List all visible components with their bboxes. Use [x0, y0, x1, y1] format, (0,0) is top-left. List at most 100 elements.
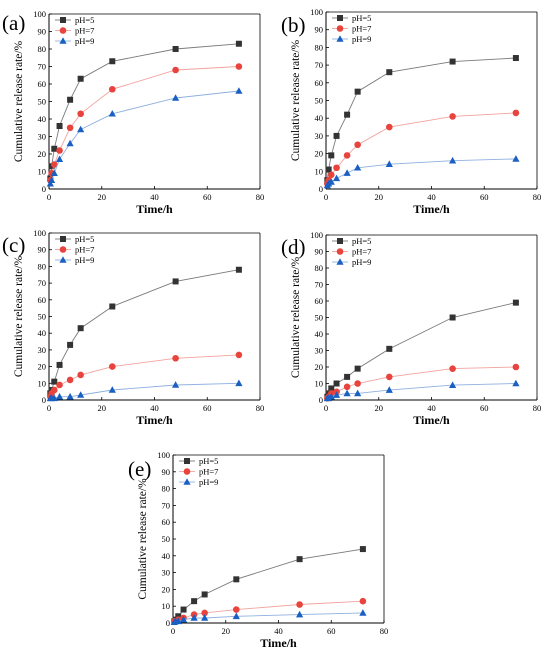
x-tick-label: 60	[203, 403, 212, 413]
legend-item: pH=5	[332, 236, 371, 246]
data-point-square	[77, 75, 84, 82]
y-tick-label: 70	[162, 500, 171, 510]
y-tick-label: 70	[315, 60, 324, 70]
data-point-square	[386, 345, 393, 352]
data-point-circle	[354, 141, 361, 149]
data-point-circle	[235, 63, 243, 70]
data-point-circle	[336, 25, 344, 32]
data-point-circle	[66, 124, 74, 132]
series-line	[326, 112, 516, 184]
data-point-square	[512, 299, 519, 306]
data-point-triangle	[50, 394, 58, 402]
data-point-triangle	[50, 169, 58, 177]
x-tick-label: 80	[380, 626, 389, 636]
y-tick-label: 80	[38, 261, 47, 271]
legend-label: pH=5	[75, 15, 94, 25]
y-tick-label: 100	[33, 9, 46, 19]
data-point-triangle	[172, 94, 180, 101]
y-tick-label: 100	[157, 450, 170, 460]
y-tick-label: 10	[315, 379, 324, 389]
data-point-square	[175, 613, 182, 620]
data-point-circle	[56, 381, 63, 389]
data-point-circle	[172, 66, 179, 74]
legend-item: pH=9	[55, 255, 94, 265]
data-point-triangle	[55, 155, 64, 163]
legend-item: pH=7	[55, 26, 94, 36]
data-point-triangle	[336, 35, 344, 42]
data-point-circle	[343, 383, 351, 391]
data-point-triangle	[172, 381, 180, 388]
data-point-square	[56, 123, 63, 129]
data-point-circle	[172, 354, 179, 362]
legend-label: pH=9	[199, 477, 218, 487]
data-point-circle	[336, 248, 344, 255]
y-tick-label: 0	[319, 395, 323, 405]
data-point-triangle	[59, 256, 67, 263]
data-point-triangle	[77, 125, 85, 133]
data-point-square	[354, 88, 361, 95]
y-tick-label: 100	[33, 228, 46, 238]
data-point-triangle	[359, 609, 367, 616]
data-point-triangle	[55, 392, 64, 400]
y-tick-label: 60	[315, 296, 324, 306]
x-tick-label: 60	[480, 192, 489, 202]
data-point-triangle	[296, 610, 304, 618]
series-ph-9	[323, 379, 520, 402]
data-point-square	[333, 380, 340, 387]
y-tick-label: 40	[315, 329, 324, 339]
y-tick-label: 20	[162, 584, 171, 594]
chart-panel-4: (d) 0 10 20 30 40 50 60 70 80 90 100 0 20 40 60 80 Time/h…	[281, 230, 541, 427]
data-point-circle	[359, 597, 367, 605]
x-axis-title: Time/h	[260, 636, 297, 650]
y-tick-label: 30	[38, 345, 47, 355]
y-tick-label: 0	[166, 618, 170, 628]
legend-item: pH=9	[332, 34, 371, 44]
data-point-triangle	[46, 179, 54, 187]
x-tick-label: 0	[324, 192, 328, 202]
data-point-triangle	[48, 176, 56, 184]
chart-panel-3: (c) 0 10 20 30 40 50 60 70 80 90 100 0 20 40 60 80 Time/h…	[2, 228, 264, 427]
data-point-circle	[50, 161, 58, 168]
data-point-square	[328, 385, 335, 392]
series-ph-5	[47, 40, 242, 182]
data-point-circle	[343, 152, 351, 159]
y-tick-label: 70	[38, 278, 47, 288]
data-point-triangle	[343, 169, 351, 176]
x-tick-label: 40	[150, 192, 159, 202]
series-ph-5	[324, 55, 519, 184]
series-ph-7	[324, 109, 520, 187]
data-point-triangle	[327, 178, 335, 185]
y-tick-label: 40	[162, 551, 171, 561]
legend-item: pH=9	[179, 477, 218, 487]
legend-item: pH=5	[332, 13, 371, 23]
data-point-square	[233, 576, 240, 583]
y-tick-label: 20	[38, 362, 47, 372]
x-tick-label: 20	[222, 626, 231, 636]
data-point-square	[333, 132, 340, 139]
data-point-circle	[233, 606, 240, 613]
data-point-circle	[109, 85, 116, 93]
data-point-square	[60, 236, 66, 242]
x-tick-label: 0	[47, 192, 51, 202]
y-tick-label: 60	[315, 78, 324, 88]
data-point-triangle	[190, 614, 198, 621]
y-tick-label: 30	[162, 568, 171, 578]
data-point-square	[512, 55, 519, 62]
data-point-triangle	[354, 389, 362, 397]
data-point-triangle	[108, 386, 116, 393]
series-ph-7	[47, 351, 243, 400]
x-tick-label: 80	[533, 192, 542, 202]
x-tick-label: 0	[171, 626, 175, 636]
legend-item: pH=5	[55, 15, 94, 25]
data-point-circle	[333, 164, 340, 172]
legend-label: pH=9	[75, 36, 94, 46]
x-tick-label: 80	[533, 403, 542, 413]
data-point-square	[354, 365, 361, 372]
data-point-square	[359, 546, 366, 553]
series-ph-9	[170, 609, 367, 625]
x-tick-label: 20	[375, 403, 384, 413]
y-tick-label: 40	[315, 113, 324, 123]
data-point-circle	[449, 113, 456, 120]
data-point-triangle	[332, 174, 341, 182]
chart-panel-5: (e) 0 10 20 30 40 50 60 70 80 90 100 0 20 40 60 80 Time/h…	[128, 450, 388, 650]
